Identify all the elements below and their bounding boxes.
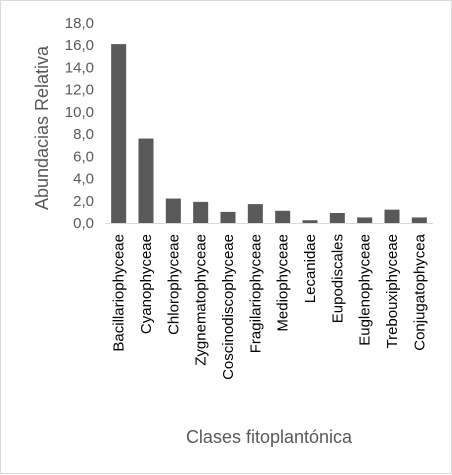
x-axis-title: Clases fitoplantónica [186,427,353,447]
bars [111,44,427,223]
x-tick-label: Eupodiscales [329,234,346,323]
y-tick-label: 6,0 [73,148,94,165]
y-tick-label: 16,0 [65,37,94,54]
x-tick-label: Euglenophyceae [357,234,374,346]
bar-coscinodiscophyceae [220,211,236,223]
x-axis-labels: Bacillariophyceae Cyanophyceae Chlorophyce… [111,233,429,380]
x-tick-label: Fragilariophyceae [247,234,264,353]
y-tick-label: 12,0 [65,82,94,99]
bar-euglenophyceae [357,217,373,223]
y-axis-ticks: 0,0 2,0 4,0 6,0 8,0 10,0 12,0 14,0 16,0 18,0 [65,15,94,232]
y-tick-label: 10,0 [65,104,94,121]
bar-zygnematophyceae [193,201,209,223]
x-tick-label: Zygnematophyceae [193,234,210,366]
x-tick-label: Trebouxiphyceae [384,234,401,349]
bar-bacillariophyceae [111,44,127,223]
x-tick-label: Coscinodiscophyceae [220,234,237,380]
bar-lecanidae [302,220,318,223]
bar-eupodiscales [329,213,345,223]
bar-conjugatophycea [411,217,427,223]
bar-cyanophyceae [138,138,154,223]
bar-trebouxiphyceae [384,209,400,223]
bar-mediophyceae [275,210,291,223]
x-tick-label: Mediophyceae [275,234,292,332]
y-tick-label: 4,0 [73,171,94,188]
x-tick-label: Lecanidae [302,234,319,303]
x-tick-label: Cyanophyceae [138,234,155,334]
x-tick-label: Conjugatophycea [411,233,428,350]
x-tick-label: Bacillariophyceae [111,234,128,352]
y-tick-label: 18,0 [65,15,94,32]
bar-fragilariophyceae [247,204,263,223]
bar-chlorophyceae [165,198,181,223]
y-axis-title: Abundacias Relativa [32,45,52,210]
y-tick-label: 14,0 [65,59,94,76]
y-tick-label: 2,0 [73,193,94,210]
y-tick-label: 0,0 [73,215,94,232]
x-tick-label: Chlorophyceae [165,234,182,335]
y-tick-label: 8,0 [73,126,94,143]
